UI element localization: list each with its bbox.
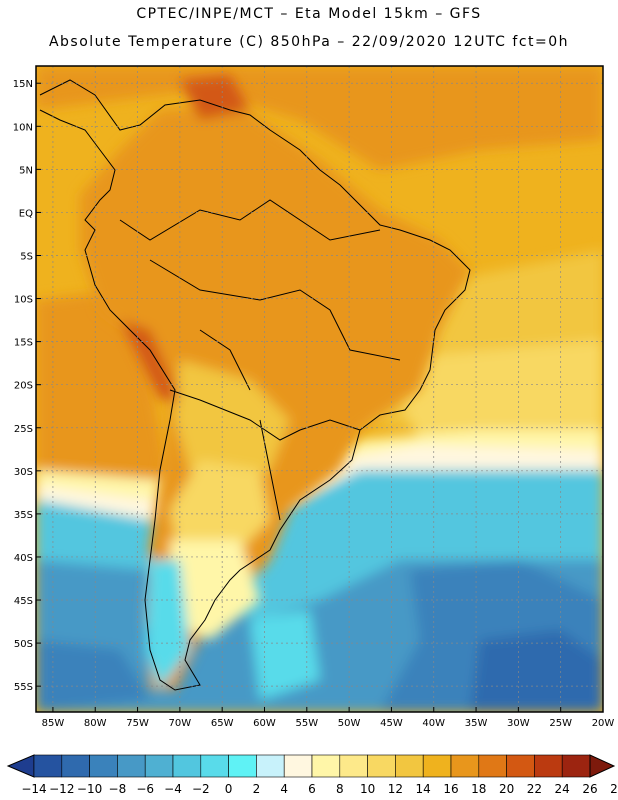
lat-label: 10S [14,295,33,306]
temperature-field [36,66,603,712]
lon-label: 35W [465,718,488,729]
longitude-labels: 85W 80W 75W 70W 65W 60W 55W 50W 45W 40W 35W 30W 25W 2… [42,707,615,729]
colorbar-label: −8 [109,782,127,796]
lon-label: 50W [338,718,361,729]
colorbar-label: −2 [192,782,210,796]
lon-label: 45W [380,718,403,729]
lat-label: 15N [13,79,33,90]
colorbar-label: 26 [582,782,597,796]
colorbar-label: −14 [21,782,46,796]
colorbar-swatch [478,754,507,778]
colorbar-label: 2 [253,782,261,796]
colorbar-swatch [89,754,118,778]
lat-label: 50S [14,639,33,650]
colorbar-label: 14 [416,782,431,796]
colorbar-swatch [283,754,313,778]
colorbar-swatch [534,754,563,778]
colorbar-label: 6 [308,782,316,796]
colorbar-swatch [395,754,424,778]
latitude-labels: 15N 10N 5N EQ 5S 10S 15S 20S 25S 30S 35S 40S 45S 50S 5… [13,79,41,693]
colorbar-swatch [172,754,202,778]
lat-label: 5S [20,251,33,262]
colorbar-swatch [228,754,257,778]
colorbar-swatch [256,754,285,778]
lat-label: 25S [14,424,33,435]
colorbar-high-extension [589,754,616,778]
colorbar-label: −10 [77,782,102,796]
lat-label: 20S [14,381,33,392]
colorbar-label: −6 [136,782,154,796]
lon-label: 65W [211,718,234,729]
lat-label: 45S [14,596,33,607]
lat-label: 35S [14,510,33,521]
colorbar-label: 24 [555,782,570,796]
lon-label: 70W [169,718,192,729]
map-frame [35,65,604,713]
colorbar-swatch [506,754,535,778]
colorbar-label: 4 [280,782,288,796]
colorbar-swatch [561,754,591,778]
colorbar-label: 12 [388,782,403,796]
lon-label: 60W [253,718,276,729]
colorbar-label: 0 [225,782,233,796]
lon-label: 80W [84,718,107,729]
colorbar-swatch [117,754,146,778]
colorbar-label: 28 [610,782,618,796]
colorbar-swatch [450,754,480,778]
lat-label: EQ [19,208,33,219]
lon-label: 20W [592,718,615,729]
colorbar-swatch [61,754,90,778]
chart-title-line1: CPTEC/INPE/MCT – Eta Model 15km – GFS [136,6,482,22]
lon-label: 40W [422,718,445,729]
colorbar-label: −4 [164,782,182,796]
colorbar-label: −12 [49,782,74,796]
colorbar: −14 −12 −10 −8 −6 −4 −2 0 2 4 6 8 10 12 14 16 18 20 22 24 26… [6,754,618,796]
colorbar-label: 10 [360,782,375,796]
lon-label: 85W [42,718,65,729]
colorbar-swatch [339,754,368,778]
colorbar-swatch [33,754,63,778]
colorbar-label: 8 [336,782,344,796]
lon-label: 25W [549,718,572,729]
colorbar-swatch [367,754,396,778]
lat-label: 40S [14,553,33,564]
lon-label: 55W [295,718,318,729]
colorbar-label: 20 [499,782,514,796]
lon-label: 75W [126,718,149,729]
lat-label: 5N [19,165,33,176]
colorbar-swatch [144,754,174,778]
colorbar-label: 16 [443,782,458,796]
colorbar-label: 18 [471,782,486,796]
lat-label: 30S [14,467,33,478]
lat-label: 10N [13,122,33,133]
lon-label: 30W [507,718,530,729]
lat-label: 55S [14,682,33,693]
colorbar-swatch [422,754,452,778]
colorbar-low-extension [6,754,35,778]
colorbar-label: 22 [527,782,542,796]
lat-label: 15S [14,338,33,349]
colorbar-swatch [200,754,229,778]
chart-title-line2: Absolute Temperature (C) 850hPa – 22/09/… [48,34,570,50]
colorbar-swatch [311,754,341,778]
